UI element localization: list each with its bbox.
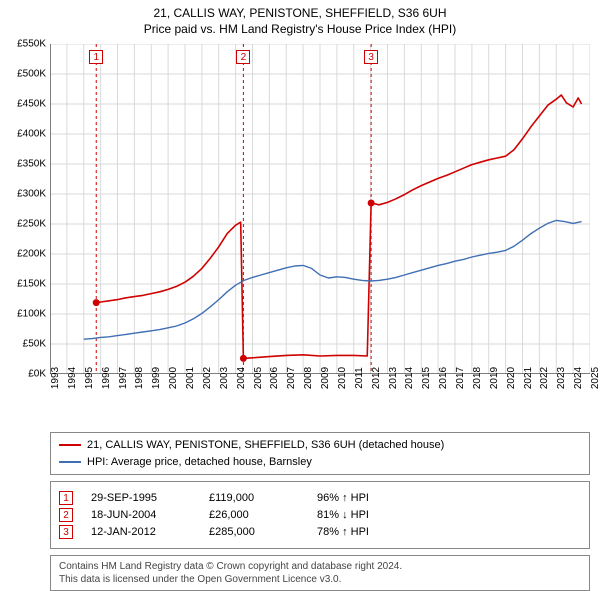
x-tick-label: 2005 <box>253 367 264 389</box>
y-tick-label: £300K <box>17 189 46 200</box>
x-tick-label: 1994 <box>67 367 78 389</box>
x-tick-label: 2021 <box>523 367 534 389</box>
y-tick-label: £400K <box>17 129 46 140</box>
event-pct: 81% ↓ HPI <box>317 509 369 521</box>
event-row: 1 29-SEP-1995 £119,000 96% ↑ HPI <box>59 491 581 505</box>
x-tick-label: 1993 <box>50 367 61 389</box>
x-tick-label: 2004 <box>236 367 247 389</box>
y-tick-label: £100K <box>17 309 46 320</box>
chart-svg <box>50 44 590 374</box>
event-pct: 96% ↑ HPI <box>317 492 369 504</box>
event-date: 12-JAN-2012 <box>91 526 191 538</box>
x-tick-label: 2019 <box>489 367 500 389</box>
y-tick-label: £150K <box>17 279 46 290</box>
y-tick-label: £450K <box>17 99 46 110</box>
x-tick-label: 1996 <box>101 367 112 389</box>
y-tick-label: £250K <box>17 219 46 230</box>
footer-line1: Contains HM Land Registry data © Crown c… <box>59 560 581 573</box>
x-tick-label: 1995 <box>84 367 95 389</box>
x-tick-label: 2018 <box>472 367 483 389</box>
x-tick-label: 2013 <box>388 367 399 389</box>
legend-swatch <box>59 461 81 463</box>
x-tick-label: 2008 <box>303 367 314 389</box>
event-price: £285,000 <box>209 526 299 538</box>
x-tick-label: 2020 <box>506 367 517 389</box>
legend: 21, CALLIS WAY, PENISTONE, SHEFFIELD, S3… <box>50 432 590 475</box>
event-vline-marker: 1 <box>89 50 103 64</box>
title-line1: 21, CALLIS WAY, PENISTONE, SHEFFIELD, S3… <box>0 6 600 20</box>
x-tick-label: 2024 <box>573 367 584 389</box>
event-price: £119,000 <box>209 492 299 504</box>
x-tick-label: 2009 <box>320 367 331 389</box>
legend-item: HPI: Average price, detached house, Barn… <box>59 454 581 471</box>
x-tick-label: 2025 <box>590 367 600 389</box>
legend-item: 21, CALLIS WAY, PENISTONE, SHEFFIELD, S3… <box>59 437 581 454</box>
title-line2: Price paid vs. HM Land Registry's House … <box>0 22 600 36</box>
events-table: 1 29-SEP-1995 £119,000 96% ↑ HPI 2 18-JU… <box>50 481 590 549</box>
x-tick-label: 1997 <box>118 367 129 389</box>
event-row: 2 18-JUN-2004 £26,000 81% ↓ HPI <box>59 508 581 522</box>
legend-label: 21, CALLIS WAY, PENISTONE, SHEFFIELD, S3… <box>87 437 444 454</box>
y-tick-label: £0K <box>28 369 46 380</box>
x-tick-label: 2001 <box>185 367 196 389</box>
legend-swatch <box>59 444 81 446</box>
chart-plot-area: £0K£50K£100K£150K£200K£250K£300K£350K£40… <box>50 44 590 374</box>
x-tick-label: 2017 <box>455 367 466 389</box>
x-tick-label: 1999 <box>151 367 162 389</box>
x-tick-label: 2023 <box>556 367 567 389</box>
y-tick-label: £500K <box>17 69 46 80</box>
event-marker: 1 <box>59 491 73 505</box>
y-tick-label: £200K <box>17 249 46 260</box>
x-tick-label: 2002 <box>202 367 213 389</box>
y-tick-label: £350K <box>17 159 46 170</box>
x-tick-label: 2010 <box>337 367 348 389</box>
event-marker: 3 <box>59 525 73 539</box>
event-date: 29-SEP-1995 <box>91 492 191 504</box>
x-tick-label: 2014 <box>404 367 415 389</box>
x-tick-label: 2000 <box>168 367 179 389</box>
x-tick-label: 1998 <box>134 367 145 389</box>
footer-line2: This data is licensed under the Open Gov… <box>59 573 581 586</box>
chart-title: 21, CALLIS WAY, PENISTONE, SHEFFIELD, S3… <box>0 0 600 36</box>
y-tick-label: £550K <box>17 39 46 50</box>
x-tick-label: 2007 <box>286 367 297 389</box>
y-tick-label: £50K <box>23 339 46 350</box>
x-tick-label: 2012 <box>371 367 382 389</box>
legend-label: HPI: Average price, detached house, Barn… <box>87 454 312 471</box>
footer-attribution: Contains HM Land Registry data © Crown c… <box>50 555 590 591</box>
x-tick-label: 2022 <box>539 367 550 389</box>
event-date: 18-JUN-2004 <box>91 509 191 521</box>
event-row: 3 12-JAN-2012 £285,000 78% ↑ HPI <box>59 525 581 539</box>
x-tick-label: 2011 <box>354 367 365 389</box>
event-price: £26,000 <box>209 509 299 521</box>
event-vline-marker: 3 <box>364 50 378 64</box>
x-tick-label: 2016 <box>438 367 449 389</box>
x-tick-label: 2006 <box>269 367 280 389</box>
x-tick-label: 2015 <box>421 367 432 389</box>
event-marker: 2 <box>59 508 73 522</box>
event-pct: 78% ↑ HPI <box>317 526 369 538</box>
event-vline-marker: 2 <box>236 50 250 64</box>
x-tick-label: 2003 <box>219 367 230 389</box>
